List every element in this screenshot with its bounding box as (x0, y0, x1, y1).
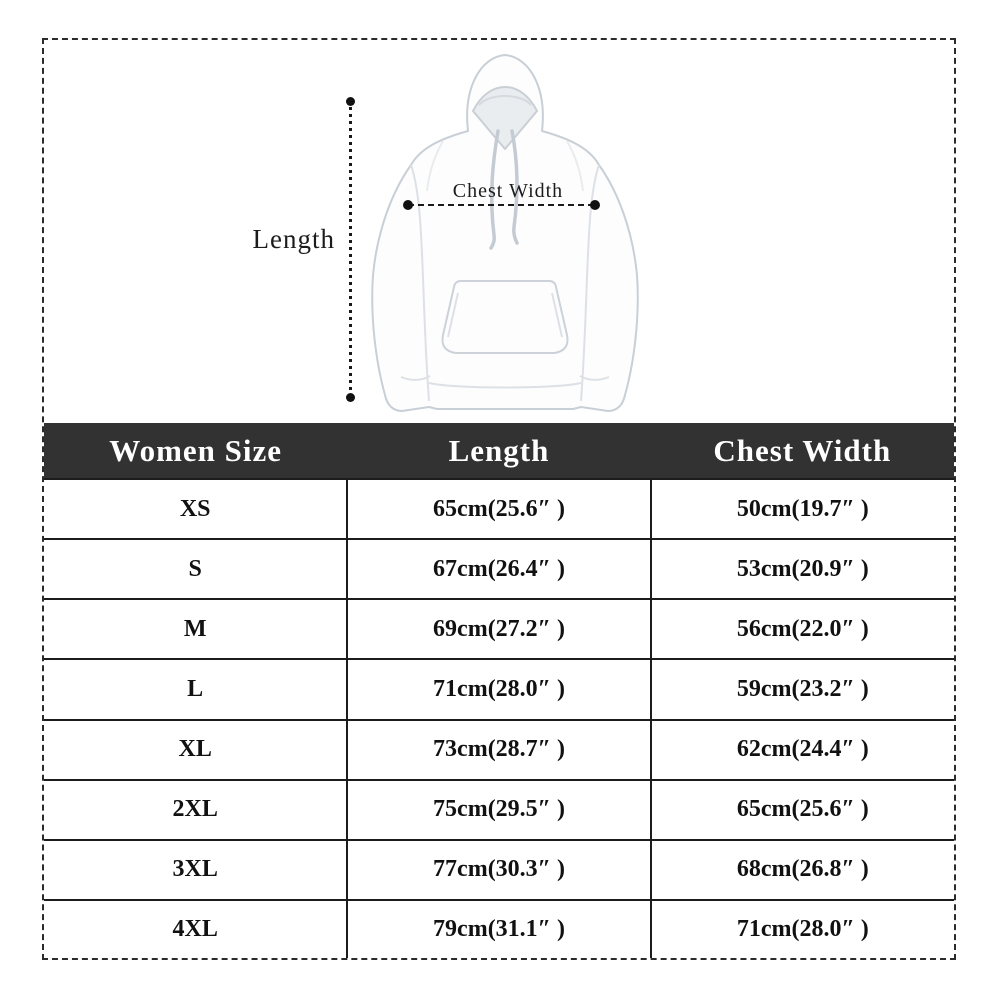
table-row: L 71cm(28.0″ ) 59cm(23.2″ ) (44, 658, 954, 720)
cell-length: 71cm(28.0″ ) (346, 658, 651, 720)
cell-length: 77cm(30.3″ ) (346, 838, 651, 900)
table-row: 4XL 79cm(31.1″ ) 71cm(28.0″ ) (44, 898, 954, 958)
cell-size: XS (44, 477, 348, 540)
size-guide-panel: Length Chest Width Women Size Length Che… (42, 38, 956, 960)
cell-size: 3XL (44, 838, 348, 900)
cell-size: L (44, 658, 348, 720)
column-header-size: Women Size (44, 423, 348, 479)
cell-size: S (44, 538, 348, 600)
chest-endpoint-dot-right (590, 200, 600, 210)
chest-width-measure-line (408, 204, 595, 206)
length-endpoint-dot-bottom (346, 393, 355, 402)
table-row: 3XL 77cm(30.3″ ) 68cm(26.8″ ) (44, 838, 954, 900)
cell-size: XL (44, 718, 348, 780)
cell-chest: 62cm(24.4″ ) (649, 718, 954, 780)
hoodie-illustration (371, 54, 639, 412)
size-chart-table: Women Size Length Chest Width XS 65cm(25… (44, 423, 954, 958)
measurement-diagram: Length Chest Width (44, 40, 954, 423)
cell-length: 75cm(29.5″ ) (346, 778, 651, 840)
cell-chest: 53cm(20.9″ ) (649, 538, 954, 600)
cell-chest: 50cm(19.7″ ) (649, 477, 954, 540)
table-row: XL 73cm(28.7″ ) 62cm(24.4″ ) (44, 718, 954, 780)
cell-chest: 71cm(28.0″ ) (649, 898, 954, 958)
cell-length: 65cm(25.6″ ) (346, 477, 651, 540)
cell-chest: 65cm(25.6″ ) (649, 778, 954, 840)
cell-size: 4XL (44, 898, 348, 958)
cell-size: 2XL (44, 778, 348, 840)
cell-size: M (44, 598, 348, 660)
table-row: XS 65cm(25.6″ ) 50cm(19.7″ ) (44, 477, 954, 540)
cell-chest: 56cm(22.0″ ) (649, 598, 954, 660)
chest-width-label: Chest Width (452, 180, 564, 202)
column-header-chest: Chest Width (650, 423, 954, 479)
cell-length: 67cm(26.4″ ) (346, 538, 651, 600)
cell-chest: 68cm(26.8″ ) (649, 838, 954, 900)
length-label: Length (252, 224, 335, 254)
length-endpoint-dot-top (346, 97, 355, 106)
cell-length: 73cm(28.7″ ) (346, 718, 651, 780)
table-row: 2XL 75cm(29.5″ ) 65cm(25.6″ ) (44, 778, 954, 840)
chest-endpoint-dot-left (403, 200, 413, 210)
header-row: Women Size Length Chest Width (44, 423, 954, 479)
column-header-length: Length (347, 423, 651, 479)
length-measure-line (349, 100, 352, 401)
cell-chest: 59cm(23.2″ ) (649, 658, 954, 720)
cell-length: 69cm(27.2″ ) (346, 598, 651, 660)
size-chart-header: Women Size Length Chest Width (44, 423, 954, 479)
cell-length: 79cm(31.1″ ) (346, 898, 651, 958)
table-row: M 69cm(27.2″ ) 56cm(22.0″ ) (44, 598, 954, 660)
table-row: S 67cm(26.4″ ) 53cm(20.9″ ) (44, 538, 954, 600)
